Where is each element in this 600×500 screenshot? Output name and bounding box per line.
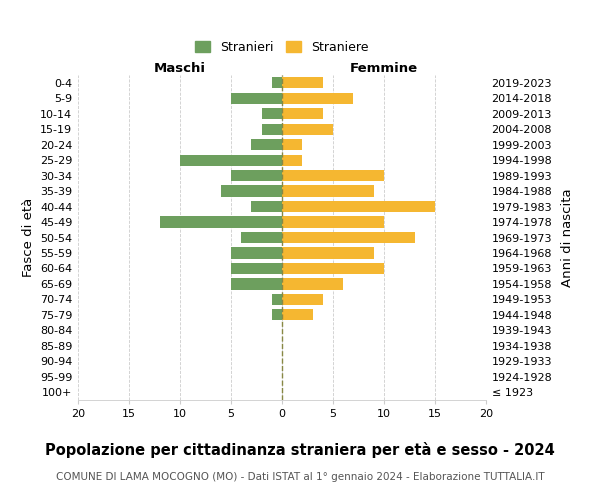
Y-axis label: Anni di nascita: Anni di nascita [560,188,574,287]
Bar [282,139,302,150]
Bar [282,263,384,274]
Bar [282,186,374,196]
Bar [241,232,282,243]
Legend: Stranieri, Straniere: Stranieri, Straniere [190,36,374,59]
Bar [282,154,302,166]
Bar [231,170,282,181]
Bar [282,310,313,320]
Bar [262,124,282,134]
Bar [282,294,323,305]
Bar [251,139,282,150]
Bar [282,170,384,181]
Bar [282,232,415,243]
Bar [272,294,282,305]
Bar [282,92,353,104]
Bar [282,108,323,120]
Bar [262,108,282,120]
Bar [160,216,282,228]
Bar [251,201,282,212]
Bar [231,92,282,104]
Text: Popolazione per cittadinanza straniera per età e sesso - 2024: Popolazione per cittadinanza straniera p… [45,442,555,458]
Text: Femmine: Femmine [350,62,418,75]
Bar [282,278,343,289]
Bar [272,77,282,88]
Bar [282,248,374,258]
Bar [221,186,282,196]
Bar [282,124,333,134]
Bar [282,216,384,228]
Bar [231,278,282,289]
Text: Maschi: Maschi [154,62,206,75]
Bar [282,77,323,88]
Bar [231,263,282,274]
Text: COMUNE DI LAMA MOCOGNO (MO) - Dati ISTAT al 1° gennaio 2024 - Elaborazione TUTTA: COMUNE DI LAMA MOCOGNO (MO) - Dati ISTAT… [56,472,544,482]
Y-axis label: Fasce di età: Fasce di età [22,198,35,277]
Bar [272,310,282,320]
Bar [231,248,282,258]
Bar [282,201,435,212]
Bar [180,154,282,166]
